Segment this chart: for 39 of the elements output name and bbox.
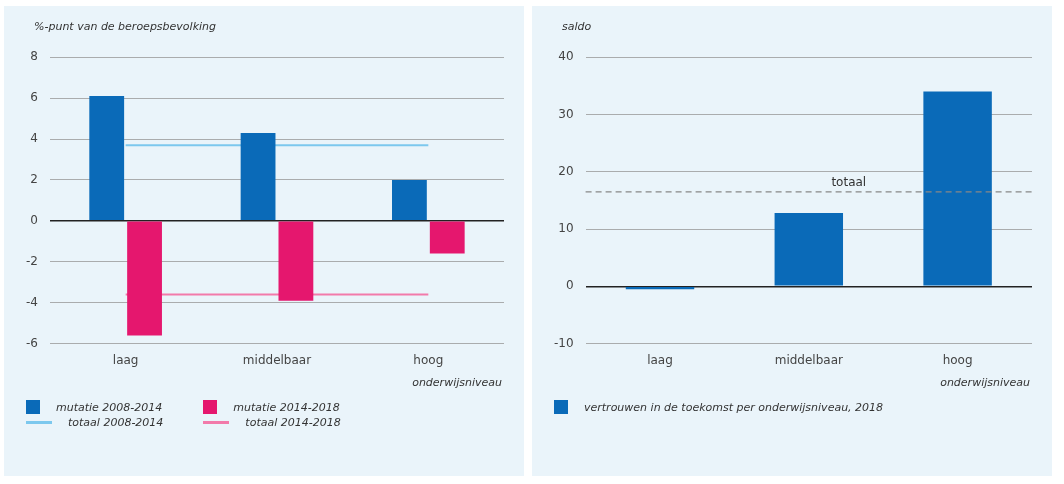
x-tick-label: laag [112, 352, 139, 367]
y-tick-label: 20 [558, 163, 574, 178]
y-tick-label: 0 [30, 212, 38, 227]
legend-label: mutatie 2014-2018 [233, 400, 340, 414]
y-axis-title: %-punt van de beroepsbevolking [33, 19, 218, 35]
legend-label: totaal 2008-2014 [68, 416, 164, 429]
y-axis-title: saldo [561, 19, 593, 35]
bar [278, 221, 314, 301]
bar [429, 221, 465, 254]
y-tick-label: 6 [30, 90, 38, 105]
bar [923, 91, 992, 286]
bar [625, 287, 695, 290]
y-tick-label: -4 [26, 294, 38, 309]
legend-label: mutatie 2008-2014 [56, 400, 163, 414]
ref-line-label: totaal [831, 174, 867, 189]
x-axis-title: onderwijsniveau [939, 376, 1031, 391]
y-tick-label: 0 [565, 278, 574, 293]
x-tick-label: hoog [413, 352, 444, 367]
x-tick-label: laag [647, 352, 673, 367]
x-axis-title: onderwijsniveau [411, 376, 503, 391]
y-tick-label: -10 [553, 335, 574, 350]
y-tick-label: -2 [26, 253, 38, 268]
y-tick-label: 2 [30, 172, 38, 187]
bar [240, 132, 276, 221]
bar [89, 96, 125, 221]
y-tick-label: 8 [30, 49, 38, 64]
y-tick-label: -6 [26, 335, 38, 350]
legend-label: totaal 2014-2018 [245, 416, 341, 429]
bar [127, 221, 162, 336]
legend-label: vertrouwen in de toekomst per onderwijsniveau, 2018 [584, 400, 884, 414]
bar [774, 213, 844, 286]
y-tick-label: 30 [558, 106, 574, 121]
y-tick-label: 40 [558, 49, 574, 64]
y-tick-label: 10 [558, 221, 574, 236]
y-tick-label: 4 [30, 131, 38, 146]
x-tick-label: middelbaar [774, 352, 843, 367]
bar [392, 179, 427, 221]
x-tick-label: middelbaar [242, 352, 312, 367]
x-tick-label: hoog [942, 352, 973, 367]
